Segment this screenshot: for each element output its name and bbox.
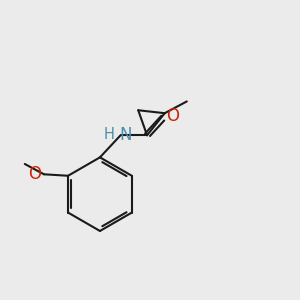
Text: N: N	[119, 126, 132, 144]
Text: O: O	[166, 107, 179, 125]
Text: H: H	[103, 127, 114, 142]
Text: O: O	[28, 165, 42, 183]
